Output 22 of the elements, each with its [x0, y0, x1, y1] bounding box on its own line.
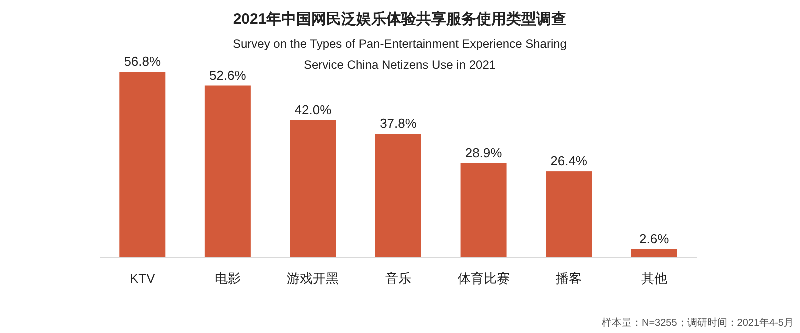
bar [376, 134, 422, 258]
x-tick-label: 体育比赛 [458, 271, 510, 286]
text: 样本量：N=3255；调研时间：2021年4-5月 [602, 317, 794, 329]
bar [204, 86, 251, 258]
x-tick-label: KTV [130, 271, 156, 286]
data-label: 42.0% [294, 102, 332, 118]
x-tick-label: 游戏开黑 [287, 271, 340, 286]
x-tick-label: 其他 [641, 271, 668, 286]
bar [460, 163, 507, 258]
x-tick-label: 电影 [214, 271, 241, 286]
data-label: 37.8% [380, 116, 418, 132]
data-label: 26.4% [550, 154, 588, 169]
bar [546, 172, 592, 258]
data-label: 56.8% [124, 54, 162, 69]
data-label: 28.9% [465, 145, 503, 160]
bar [631, 249, 678, 258]
bar [290, 120, 336, 258]
bar [120, 72, 166, 258]
chart-title: 2021年中国网民泛娱乐体验共享服务使用类型调查 [233, 10, 567, 28]
x-tick-label: 音乐 [386, 271, 412, 286]
data-label: 2.6% [640, 231, 670, 246]
x-tick-label: 播客 [556, 271, 582, 286]
